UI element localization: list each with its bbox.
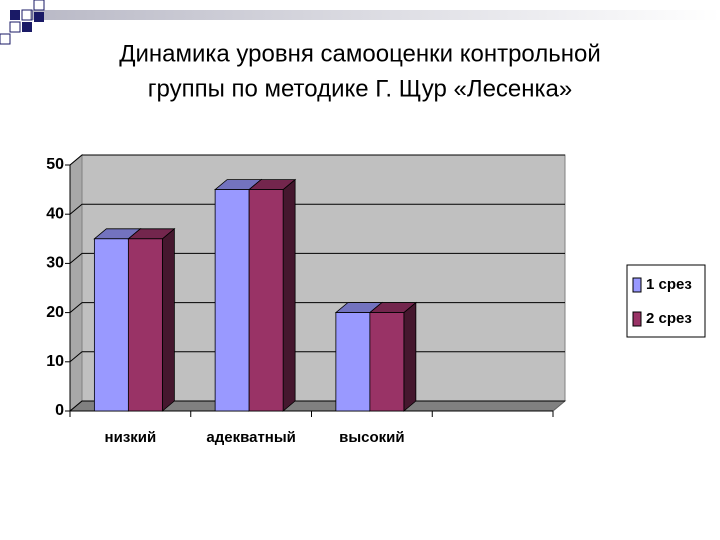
legend-label: 1 срез (646, 276, 692, 293)
y-tick-label: 0 (55, 402, 64, 419)
x-tick-label: адекватный (206, 429, 296, 446)
decoration (0, 0, 720, 45)
legend-swatch (632, 311, 642, 327)
chart-title: Динамика уровня самооценки контрольной (119, 40, 601, 67)
grid-line (69, 203, 565, 215)
bar-side (403, 301, 417, 412)
y-tick-label: 50 (46, 156, 64, 173)
bar (335, 312, 371, 412)
side-wall (69, 153, 83, 413)
x-tick-label: высокий (339, 429, 405, 446)
y-tick-label: 20 (46, 304, 64, 321)
bar-side (282, 178, 296, 412)
y-tick-label: 30 (46, 255, 64, 272)
bar (214, 189, 250, 412)
y-tick-label: 10 (46, 353, 64, 370)
plot: 0 10 20 30 40 50 низкий адекватный высокий 1 срез… (46, 153, 706, 446)
y-tick-label: 40 (46, 205, 64, 222)
bar (93, 238, 129, 412)
legend-label: 2 срез (646, 310, 692, 327)
legend-swatch (632, 277, 642, 293)
x-tick-label: низкий (105, 429, 157, 446)
grid-line (69, 252, 565, 264)
grid-line (69, 154, 565, 166)
chart-title: группы по методике Г. Щур «Лесенка» (148, 75, 573, 102)
bar (369, 312, 405, 412)
bar-side (161, 227, 175, 412)
bar (248, 189, 284, 412)
bar (127, 238, 163, 412)
